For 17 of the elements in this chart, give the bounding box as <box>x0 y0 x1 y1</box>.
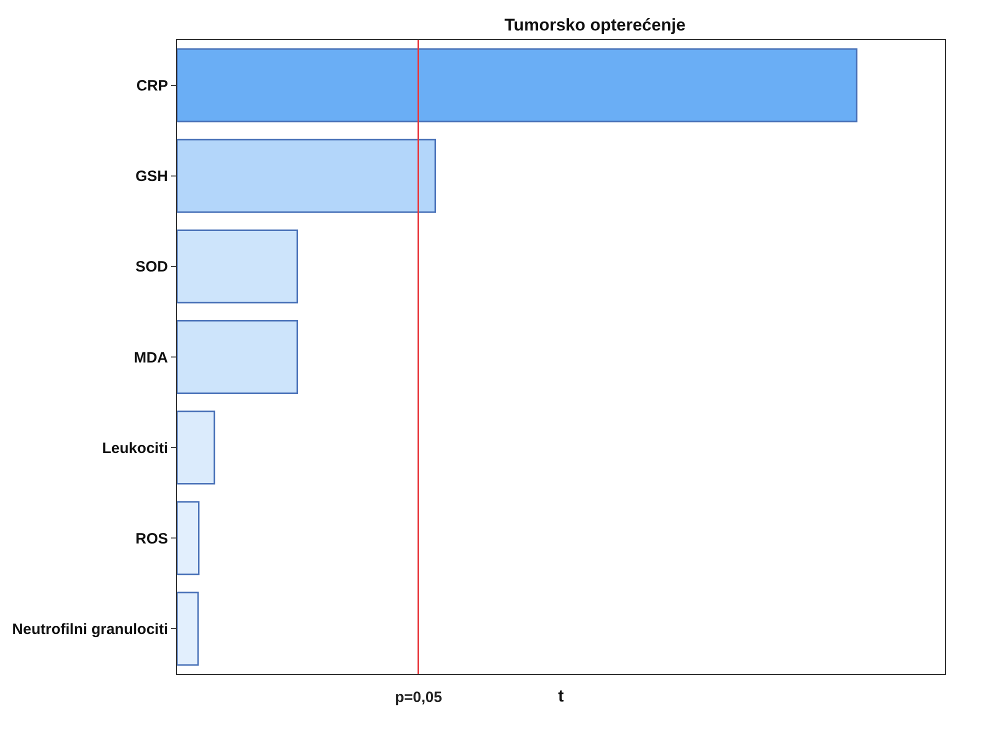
bar <box>177 501 200 576</box>
bar <box>177 138 436 213</box>
y-tick-label: Leukociti <box>102 440 168 457</box>
y-tick-label: Neutrofilni granulociti <box>12 620 168 638</box>
bar <box>177 592 199 666</box>
y-tick-label: SOD <box>135 258 168 276</box>
y-tick-label: MDA <box>134 349 168 366</box>
y-tick-label: GSH <box>135 168 168 186</box>
text: p=0,05 <box>395 689 442 706</box>
chart-title: Tumorsko opterećenje <box>504 16 686 34</box>
bar <box>177 229 298 304</box>
bar <box>177 48 858 122</box>
y-tick-label: CRP <box>136 78 168 95</box>
bar <box>177 410 216 485</box>
bar <box>177 320 298 394</box>
x-axis-title: t <box>558 686 564 706</box>
y-tick-label: ROS <box>135 530 168 548</box>
